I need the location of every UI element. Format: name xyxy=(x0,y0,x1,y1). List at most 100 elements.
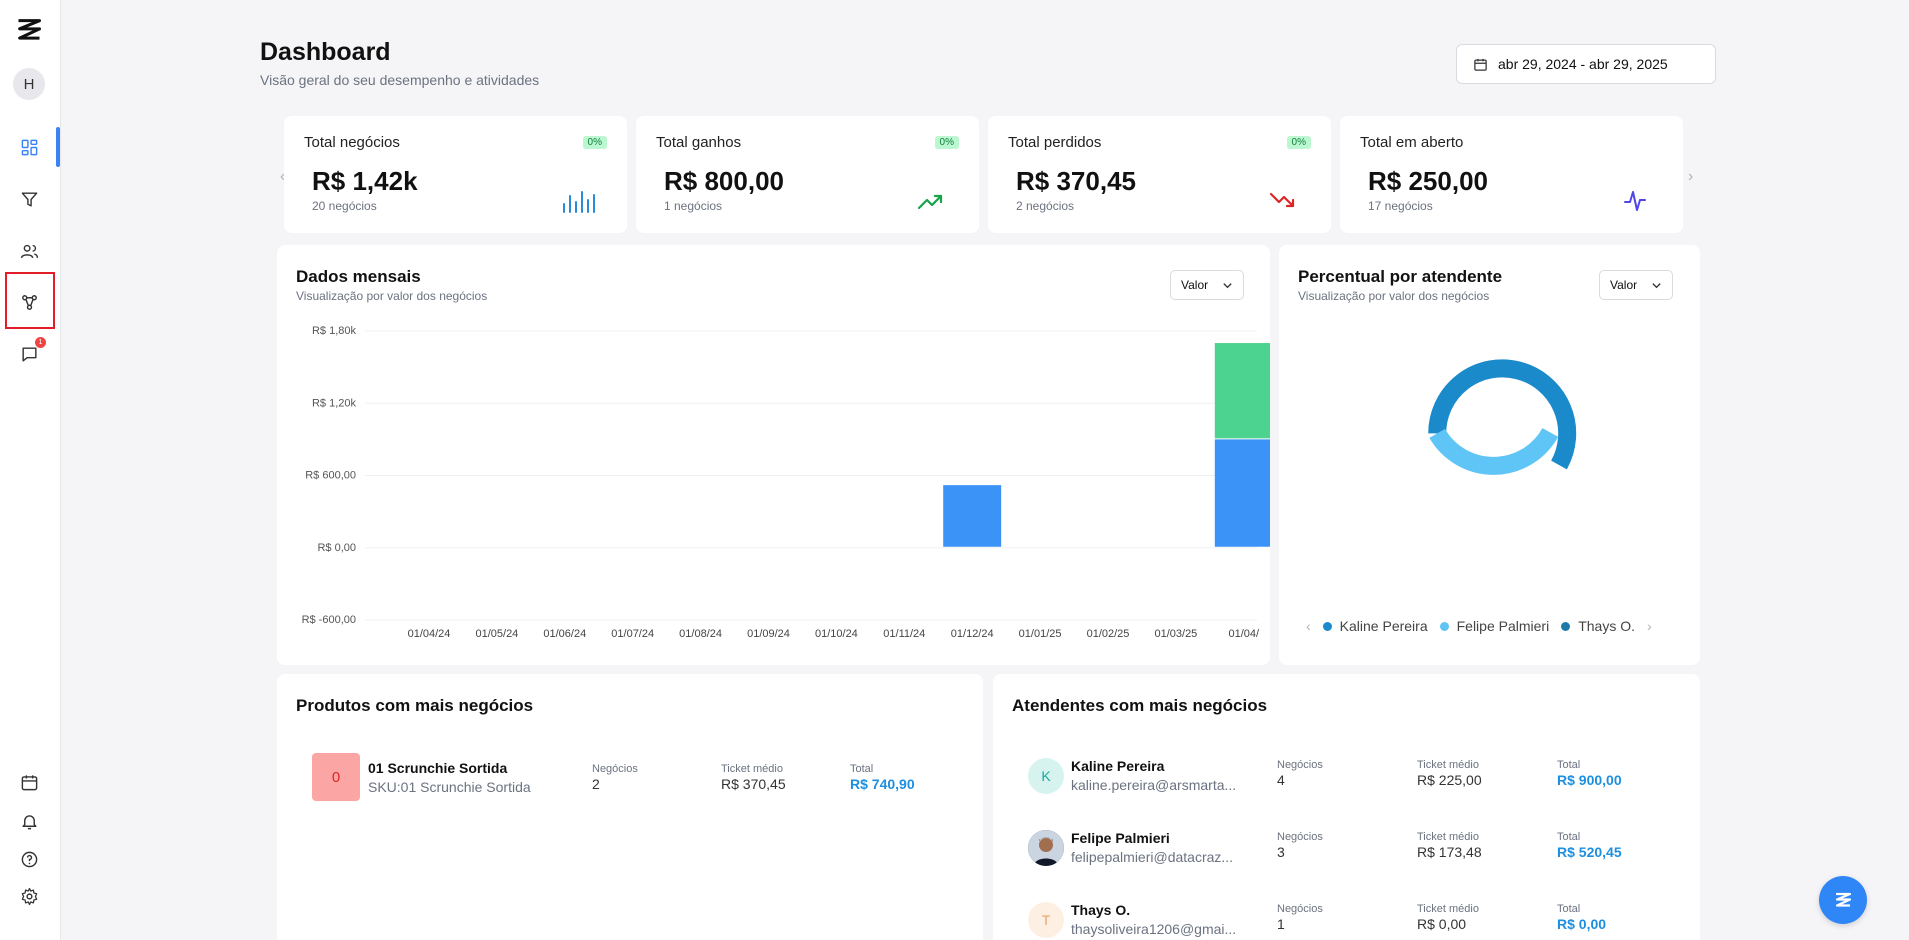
trend-up-icon xyxy=(917,194,943,210)
stat-title: Total em aberto xyxy=(1360,134,1464,151)
legend-prev-button[interactable]: ‹ xyxy=(1306,618,1311,634)
x-tick-label: 01/03/25 xyxy=(1154,628,1197,640)
deals-label: Negócios xyxy=(1277,759,1323,771)
sidebar-item-chat[interactable] xyxy=(13,338,45,370)
stat-card-open: Total em aberto R$ 250,00 17 negócios xyxy=(1340,116,1683,233)
active-indicator xyxy=(56,127,60,167)
logo-icon[interactable] xyxy=(13,14,45,46)
deals-value: 4 xyxy=(1277,772,1285,788)
panel-subtitle: Visualização por valor dos negócios xyxy=(1298,289,1490,303)
panel-title: Atendentes com mais negócios xyxy=(1012,696,1268,715)
x-tick-label: 01/07/24 xyxy=(611,628,654,640)
list-item[interactable]: 0 01 Scrunchie Sortida SKU:01 Scrunchie … xyxy=(312,753,962,803)
total-value: R$ 900,00 xyxy=(1557,772,1622,788)
percent-panel: Percentual por atendente Visualização po… xyxy=(1279,245,1700,665)
date-range-picker[interactable]: abr 29, 2024 - abr 29, 2025 xyxy=(1456,44,1716,84)
stat-subtext: 20 negócios xyxy=(312,199,377,213)
ticket-label: Ticket médio xyxy=(1417,759,1479,771)
chevron-down-icon xyxy=(1652,282,1661,288)
ticket-value: R$ 173,48 xyxy=(1417,844,1482,860)
gear-icon xyxy=(21,887,37,905)
x-tick-label: 01/08/24 xyxy=(679,628,722,640)
legend-label: Kaline Pereira xyxy=(1339,618,1428,634)
monthly-value-select[interactable]: Valor xyxy=(1170,270,1245,300)
stats-next-button[interactable]: › xyxy=(1688,168,1694,185)
legend-item[interactable]: Felipe Palmieri xyxy=(1439,618,1549,634)
sidebar-item-dashboard[interactable] xyxy=(13,131,45,163)
avatar: K xyxy=(1028,758,1064,794)
integrations-icon xyxy=(21,294,37,310)
attendants-panel: Atendentes com mais negócios K Kaline Pe… xyxy=(993,674,1700,940)
select-label: Valor xyxy=(1181,278,1209,292)
legend-next-button[interactable]: › xyxy=(1647,618,1652,634)
panel-title: Dados mensais xyxy=(296,267,421,286)
x-tick-label: 01/05/24 xyxy=(475,628,518,640)
panel-subtitle: Visualização por valor dos negócios xyxy=(296,289,488,303)
list-item[interactable]: Felipe Palmieri felipepalmieri@datacraz.… xyxy=(1028,824,1668,874)
legend-dot xyxy=(1561,622,1571,631)
product-thumbnail: 0 xyxy=(312,753,360,801)
stat-value: R$ 1,42k xyxy=(312,166,418,196)
calendar-icon xyxy=(1474,58,1487,71)
stat-percent-badge: 0% xyxy=(582,136,607,149)
attendant-name: Thays O. xyxy=(1071,902,1131,918)
avatar xyxy=(1028,830,1064,866)
sidebar-item-settings[interactable] xyxy=(13,880,45,912)
total-value: R$ 520,45 xyxy=(1557,844,1622,860)
list-item[interactable]: K Kaline Pereira kaline.pereira@arsmarta… xyxy=(1028,752,1668,802)
x-tick-label: 01/09/24 xyxy=(747,628,790,640)
dashboard-icon xyxy=(21,139,37,155)
x-tick-label: 01/10/24 xyxy=(815,628,858,640)
x-tick-label: 01/04/ xyxy=(1229,628,1261,640)
bell-icon xyxy=(21,814,37,829)
total-label: Total xyxy=(1557,903,1581,915)
stat-title: Total ganhos xyxy=(656,134,742,151)
y-tick-label: R$ 600,00 xyxy=(305,470,356,482)
avatar[interactable]: H xyxy=(13,68,45,100)
stat-subtext: 17 negócios xyxy=(1368,199,1433,213)
percent-value-select[interactable]: Valor xyxy=(1599,270,1674,300)
bar xyxy=(1214,439,1270,547)
sidebar-item-funnel[interactable] xyxy=(13,183,45,215)
stat-percent-badge: 0% xyxy=(1286,136,1311,149)
date-range-label: abr 29, 2024 - abr 29, 2025 xyxy=(1498,56,1668,72)
avatar: T xyxy=(1028,902,1064,938)
sidebar-item-users[interactable] xyxy=(13,235,45,267)
select-label: Valor xyxy=(1610,278,1638,292)
x-tick-label: 01/11/24 xyxy=(883,628,925,640)
chat-fab-button[interactable] xyxy=(1819,876,1867,924)
page-subtitle: Visão geral do seu desempenho e atividad… xyxy=(260,72,540,88)
deals-label: Negócios xyxy=(1277,831,1323,843)
deals-value: 2 xyxy=(592,776,600,792)
bar xyxy=(1214,343,1270,439)
total-value: R$ 740,90 xyxy=(850,776,915,792)
bar xyxy=(943,485,1002,547)
x-tick-label: 01/12/24 xyxy=(951,628,994,640)
y-tick-label: R$ 0,00 xyxy=(317,542,356,554)
list-item[interactable]: T Thays O. thaysoliveira1206@gmai... Neg… xyxy=(1028,896,1668,940)
legend-item[interactable]: Kaline Pereira xyxy=(1322,618,1428,634)
legend-label: Thays O. xyxy=(1578,618,1635,634)
sidebar-item-integrations[interactable] xyxy=(13,286,45,318)
sidebar-item-help[interactable] xyxy=(13,843,45,875)
ticket-label: Ticket médio xyxy=(1417,903,1479,915)
legend-dot xyxy=(1322,622,1332,631)
trend-down-icon xyxy=(1269,192,1295,208)
product-sku: SKU:01 Scrunchie Sortida xyxy=(368,779,531,795)
panel-title: Percentual por atendente xyxy=(1298,267,1503,286)
legend-dot xyxy=(1439,622,1449,631)
avatar-photo-icon xyxy=(1028,830,1064,866)
monthly-data-panel: Dados mensais Visualização por valor dos… xyxy=(277,245,1270,665)
logo-icon xyxy=(1835,892,1852,907)
attendant-email: kaline.pereira@arsmarta... xyxy=(1071,777,1237,793)
notification-badge: 1 xyxy=(35,337,46,348)
attendant-email: felipepalmieri@datacraz... xyxy=(1071,849,1234,865)
deals-value: 1 xyxy=(1277,916,1285,932)
sidebar-item-calendar[interactable] xyxy=(13,766,45,798)
donut-slice xyxy=(1428,359,1577,470)
y-tick-label: R$ -600,00 xyxy=(302,614,356,626)
sidebar-item-notifications[interactable] xyxy=(13,805,45,837)
deals-value: 3 xyxy=(1277,844,1285,860)
stats-prev-button[interactable]: ‹ xyxy=(280,168,286,185)
legend-item[interactable]: Thays O. xyxy=(1561,618,1635,634)
